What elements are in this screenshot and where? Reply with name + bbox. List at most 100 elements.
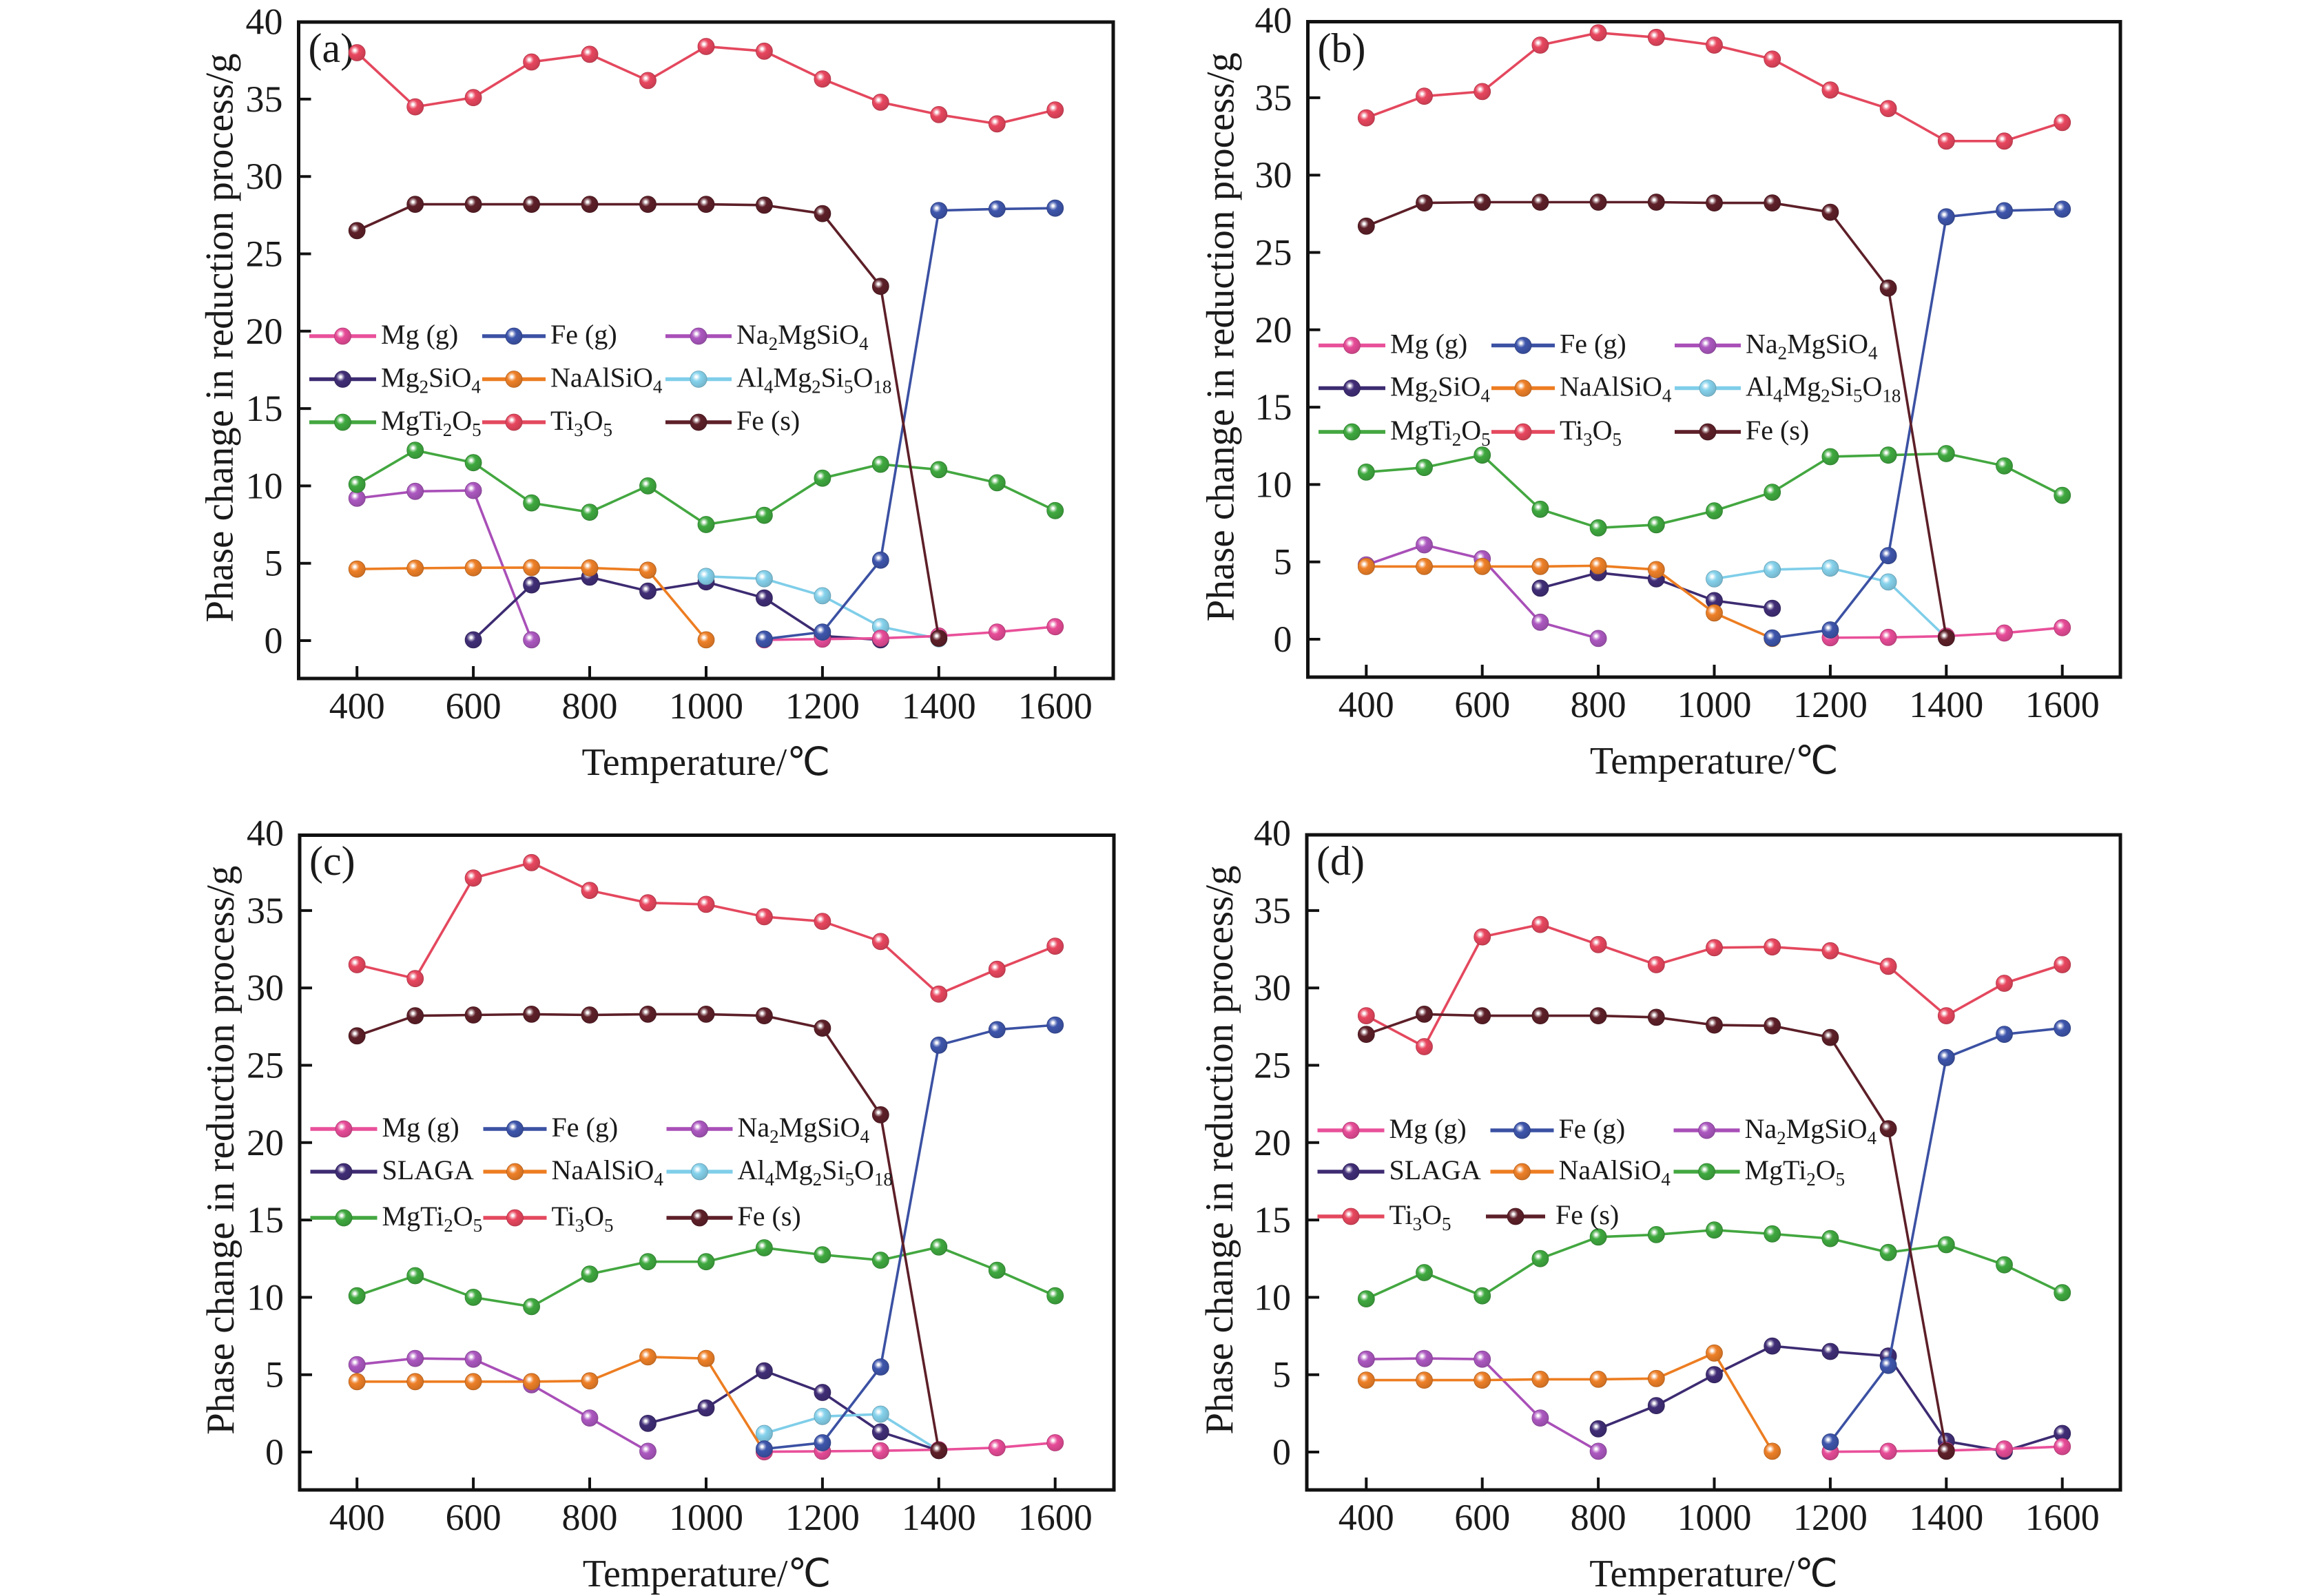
svg-text:Phase change in reduction proc: Phase change in reduction process/g	[1198, 865, 1241, 1434]
svg-text:1600: 1600	[2025, 684, 2100, 725]
svg-text:30: 30	[1254, 967, 1291, 1008]
svg-text:1400: 1400	[1909, 1497, 1983, 1538]
svg-text:400: 400	[329, 1497, 385, 1538]
svg-text:SLAGA: SLAGA	[382, 1154, 474, 1185]
svg-text:Al4Mg2Si5O18: Al4Mg2Si5O18	[1746, 371, 1901, 406]
svg-text:0: 0	[1272, 1431, 1291, 1473]
svg-text:800: 800	[562, 1497, 618, 1538]
svg-text:35: 35	[1254, 890, 1291, 931]
svg-text:0: 0	[265, 1431, 284, 1473]
svg-text:5: 5	[265, 1354, 284, 1396]
svg-text:30: 30	[247, 967, 284, 1008]
svg-text:600: 600	[446, 685, 502, 727]
svg-text:Ti3O5: Ti3O5	[550, 405, 612, 440]
svg-text:Fe (s): Fe (s)	[1555, 1199, 1619, 1230]
svg-text:15: 15	[247, 1199, 284, 1241]
svg-text:1400: 1400	[902, 685, 976, 727]
svg-text:400: 400	[1338, 684, 1394, 725]
svg-text:(b): (b)	[1318, 25, 1366, 71]
svg-text:Mg2SiO4: Mg2SiO4	[381, 362, 481, 397]
svg-text:600: 600	[446, 1497, 502, 1538]
svg-text:30: 30	[1255, 154, 1292, 196]
svg-text:1600: 1600	[2025, 1497, 2100, 1538]
svg-text:MgTi2O5: MgTi2O5	[1390, 415, 1491, 450]
svg-text:20: 20	[1255, 309, 1292, 351]
svg-text:600: 600	[1454, 1497, 1510, 1538]
svg-text:15: 15	[1254, 1199, 1291, 1241]
svg-text:Fe (g): Fe (g)	[1560, 329, 1626, 360]
svg-text:Mg (g): Mg (g)	[1390, 329, 1467, 360]
svg-text:35: 35	[246, 79, 283, 120]
svg-text:35: 35	[247, 890, 284, 931]
svg-text:1600: 1600	[1018, 685, 1093, 727]
svg-text:1000: 1000	[1677, 684, 1752, 725]
svg-text:400: 400	[329, 685, 385, 727]
svg-text:25: 25	[247, 1045, 284, 1086]
svg-text:1200: 1200	[1793, 1497, 1868, 1538]
svg-text:Temperature/℃: Temperature/℃	[583, 1553, 831, 1595]
svg-text:Fe (s): Fe (s)	[1746, 415, 1809, 446]
svg-text:Fe (g): Fe (g)	[1559, 1113, 1626, 1144]
svg-text:400: 400	[1338, 1497, 1394, 1538]
svg-text:Na2MgSiO4: Na2MgSiO4	[1745, 1113, 1877, 1148]
svg-text:20: 20	[1254, 1122, 1291, 1163]
svg-text:Temperature/℃: Temperature/℃	[1589, 1553, 1838, 1595]
svg-text:10: 10	[1254, 1276, 1291, 1318]
svg-text:25: 25	[1255, 232, 1292, 273]
svg-text:40: 40	[1255, 0, 1292, 41]
svg-text:1000: 1000	[669, 1497, 743, 1538]
svg-text:1200: 1200	[1793, 684, 1868, 725]
svg-text:15: 15	[1255, 386, 1292, 428]
svg-text:Phase change in reduction proc: Phase change in reduction process/g	[199, 866, 242, 1435]
svg-text:1600: 1600	[1018, 1497, 1093, 1538]
svg-text:800: 800	[1571, 684, 1626, 725]
svg-text:30: 30	[246, 156, 283, 197]
svg-text:Mg (g): Mg (g)	[381, 319, 458, 350]
svg-text:Mg (g): Mg (g)	[1389, 1113, 1467, 1144]
svg-text:Mg2SiO4: Mg2SiO4	[1390, 371, 1490, 406]
svg-text:(a): (a)	[309, 25, 355, 71]
svg-text:40: 40	[1254, 813, 1291, 854]
svg-text:Temperature/℃: Temperature/℃	[582, 741, 831, 784]
svg-text:10: 10	[246, 465, 283, 506]
svg-text:20: 20	[246, 311, 283, 352]
svg-text:0: 0	[1274, 619, 1292, 660]
svg-text:0: 0	[265, 620, 283, 661]
svg-text:NaAlSiO4: NaAlSiO4	[552, 1154, 664, 1190]
svg-text:25: 25	[1254, 1045, 1291, 1086]
svg-text:1200: 1200	[785, 1497, 860, 1538]
svg-text:5: 5	[265, 543, 283, 584]
svg-text:15: 15	[246, 388, 283, 429]
svg-text:5: 5	[1272, 1354, 1291, 1396]
svg-text:MgTi2O5: MgTi2O5	[1745, 1154, 1846, 1190]
svg-text:MgTi2O5: MgTi2O5	[382, 1201, 483, 1236]
svg-text:1400: 1400	[902, 1497, 976, 1538]
svg-text:Temperature/℃: Temperature/℃	[1590, 740, 1839, 783]
svg-text:NaAlSiO4: NaAlSiO4	[550, 362, 663, 397]
svg-text:1000: 1000	[1677, 1497, 1752, 1538]
svg-text:1200: 1200	[785, 685, 860, 727]
svg-text:1000: 1000	[669, 685, 743, 727]
svg-text:10: 10	[1255, 464, 1292, 505]
svg-text:NaAlSiO4: NaAlSiO4	[1559, 1154, 1671, 1190]
svg-text:Mg (g): Mg (g)	[382, 1112, 459, 1143]
svg-text:20: 20	[247, 1122, 284, 1163]
svg-text:Na2MgSiO4: Na2MgSiO4	[736, 319, 869, 354]
svg-text:Fe (s): Fe (s)	[738, 1201, 801, 1232]
svg-text:800: 800	[1571, 1497, 1626, 1538]
svg-text:Na2MgSiO4: Na2MgSiO4	[1746, 329, 1878, 364]
svg-text:5: 5	[1274, 541, 1292, 583]
svg-text:35: 35	[1255, 77, 1292, 118]
svg-text:Phase change in reduction proc: Phase change in reduction process/g	[198, 53, 242, 622]
svg-text:600: 600	[1454, 684, 1510, 725]
svg-text:NaAlSiO4: NaAlSiO4	[1560, 371, 1672, 406]
svg-text:40: 40	[246, 1, 283, 43]
svg-text:(c): (c)	[309, 838, 355, 884]
svg-text:Fe (g): Fe (g)	[550, 319, 617, 350]
svg-text:1400: 1400	[1909, 684, 1983, 725]
svg-text:25: 25	[246, 234, 283, 275]
svg-text:10: 10	[247, 1276, 284, 1318]
svg-text:800: 800	[562, 685, 618, 727]
svg-text:Al4Mg2Si5O18: Al4Mg2Si5O18	[738, 1154, 893, 1190]
svg-text:Phase change in reduction proc: Phase change in reduction process/g	[1199, 52, 1243, 621]
